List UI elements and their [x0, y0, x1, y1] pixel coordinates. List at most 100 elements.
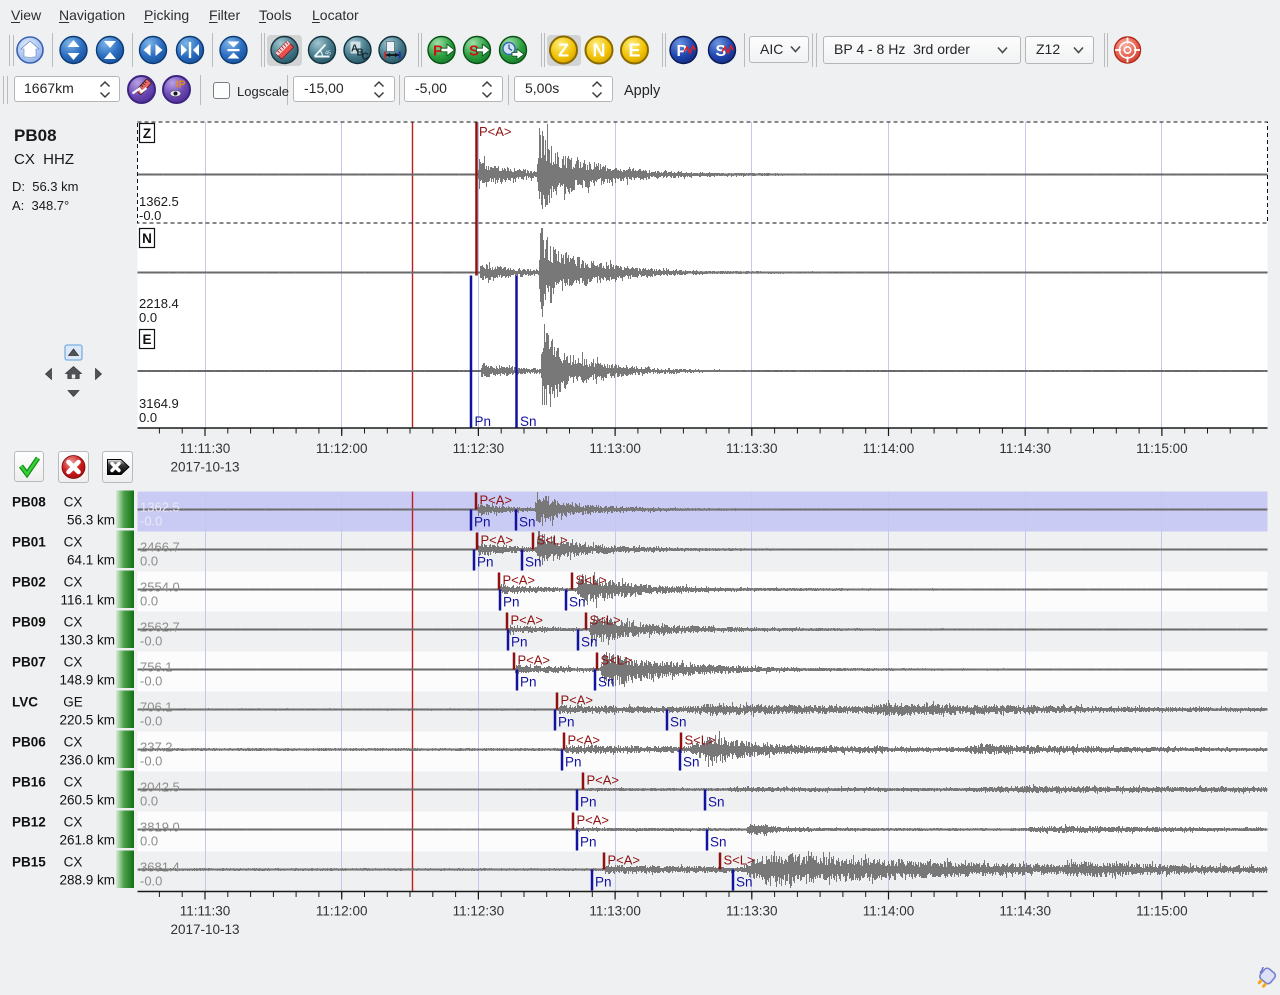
svg-text:56.3 km: 56.3 km	[67, 513, 115, 528]
svg-text:Pn: Pn	[474, 515, 491, 530]
svg-text:-0.0: -0.0	[140, 754, 162, 769]
svg-text:Sn: Sn	[710, 835, 727, 850]
svg-text:Pn: Pn	[503, 595, 520, 610]
svg-text:LVC: LVC	[12, 695, 38, 710]
svg-text:0.0: 0.0	[139, 310, 157, 325]
svg-text:P<A>: P<A>	[480, 493, 513, 508]
svg-text:-0.0: -0.0	[140, 634, 162, 649]
svg-text:Sn: Sn	[736, 875, 753, 890]
svg-text:Z: Z	[558, 41, 569, 61]
svg-text:PB15: PB15	[12, 855, 46, 870]
svg-text:116.1 km: 116.1 km	[60, 593, 115, 608]
svg-text:Sn: Sn	[519, 515, 536, 530]
svg-text:B: B	[357, 48, 364, 59]
svg-text:Pn: Pn	[580, 795, 597, 810]
svg-text:P<A>: P<A>	[481, 533, 514, 548]
svg-text:PB08: PB08	[12, 495, 46, 510]
svg-text:64.1 km: 64.1 km	[67, 553, 115, 568]
svg-text:Pn: Pn	[477, 555, 494, 570]
svg-text:GE: GE	[63, 695, 83, 710]
svg-text:Pn: Pn	[520, 675, 537, 690]
svg-text:11:12:00: 11:12:00	[316, 441, 368, 456]
svg-text:PB16: PB16	[12, 775, 46, 790]
svg-text:0.0: 0.0	[139, 410, 157, 425]
svg-text:11:15:00: 11:15:00	[1136, 441, 1188, 456]
svg-text:Sn: Sn	[520, 414, 537, 429]
svg-text:11:14:00: 11:14:00	[863, 904, 915, 919]
svg-text:P<A>: P<A>	[511, 613, 544, 628]
svg-text:P<A>: P<A>	[577, 813, 610, 828]
svg-text:Pn: Pn	[475, 414, 492, 429]
svg-text:N: N	[593, 41, 606, 61]
svg-text:A: A	[351, 44, 358, 55]
svg-text:CX: CX	[64, 735, 83, 750]
svg-text:CX: CX	[64, 535, 83, 550]
svg-text:2017-10-13: 2017-10-13	[170, 460, 239, 475]
svg-text:2466.7: 2466.7	[140, 540, 180, 555]
svg-text:11:12:30: 11:12:30	[453, 441, 505, 456]
svg-text:-0.0: -0.0	[140, 714, 162, 729]
svg-text:Sn: Sn	[569, 595, 586, 610]
svg-text:706.1: 706.1	[140, 700, 173, 715]
svg-text:11:14:30: 11:14:30	[999, 441, 1051, 456]
svg-text:2017-10-13: 2017-10-13	[170, 922, 239, 937]
svg-text:E: E	[142, 332, 151, 347]
svg-text:11:13:00: 11:13:00	[589, 904, 641, 919]
svg-text:-0.0: -0.0	[140, 874, 162, 889]
svg-text:237.2: 237.2	[140, 740, 173, 755]
svg-text:-0.0: -0.0	[140, 514, 162, 529]
svg-text:Pn: Pn	[558, 715, 575, 730]
svg-text:CX: CX	[64, 495, 83, 510]
svg-text:CX: CX	[64, 775, 83, 790]
svg-text:Sn: Sn	[598, 675, 615, 690]
svg-text:CX: CX	[64, 655, 83, 670]
svg-text:Pn: Pn	[580, 835, 597, 850]
svg-text:0.0: 0.0	[140, 594, 158, 609]
svg-text:Z: Z	[143, 126, 151, 141]
svg-text:261.8 km: 261.8 km	[59, 833, 115, 848]
svg-text:S<L>: S<L>	[601, 653, 632, 668]
svg-text:P<A>: P<A>	[587, 773, 620, 788]
svg-text:756.1: 756.1	[140, 660, 173, 675]
svg-text:0.0: 0.0	[140, 834, 158, 849]
svg-text:PB07: PB07	[12, 655, 46, 670]
svg-text:Sn: Sn	[683, 755, 700, 770]
svg-text:-0.0: -0.0	[140, 674, 162, 689]
svg-text:S: S	[716, 43, 727, 60]
svg-text:2562.7: 2562.7	[140, 620, 180, 635]
svg-text:CX: CX	[64, 575, 83, 590]
svg-text:11:12:30: 11:12:30	[453, 904, 505, 919]
svg-text:P<A>: P<A>	[518, 653, 551, 668]
svg-text:Sn: Sn	[708, 795, 725, 810]
svg-text:2554.0: 2554.0	[140, 580, 180, 595]
svg-text:11:13:30: 11:13:30	[726, 441, 778, 456]
svg-text:P<A>: P<A>	[568, 733, 601, 748]
svg-text:11:11:30: 11:11:30	[180, 904, 231, 919]
svg-text:130.3 km: 130.3 km	[59, 633, 115, 648]
svg-text:S<L>: S<L>	[576, 573, 607, 588]
svg-text:CX: CX	[64, 615, 83, 630]
svg-text:236.0 km: 236.0 km	[59, 753, 115, 768]
svg-text:Sn: Sn	[670, 715, 687, 730]
svg-text:IP: IP	[176, 80, 186, 91]
svg-text:-0.0: -0.0	[139, 208, 161, 223]
svg-text:S<L>: S<L>	[724, 853, 755, 868]
svg-text:PB01: PB01	[12, 535, 46, 550]
svg-text:E: E	[628, 41, 640, 61]
svg-text:148.9 km: 148.9 km	[59, 673, 115, 688]
svg-text:N: N	[142, 231, 152, 246]
svg-text:P<A>: P<A>	[503, 573, 536, 588]
svg-text:Pn: Pn	[595, 875, 612, 890]
svg-text:CX: CX	[64, 855, 83, 870]
svg-text:P<A>: P<A>	[561, 693, 594, 708]
svg-text:0.0: 0.0	[140, 794, 158, 809]
svg-text:Sn: Sn	[525, 555, 542, 570]
svg-text:PB12: PB12	[12, 815, 46, 830]
svg-text:S<L>: S<L>	[685, 733, 716, 748]
svg-text:3819.0: 3819.0	[140, 820, 180, 835]
svg-text:11:12:00: 11:12:00	[316, 904, 368, 919]
svg-text:11:11:30: 11:11:30	[180, 441, 231, 456]
svg-text:11:13:00: 11:13:00	[589, 441, 641, 456]
svg-text:11:14:00: 11:14:00	[863, 441, 915, 456]
svg-text:S: S	[469, 43, 479, 60]
